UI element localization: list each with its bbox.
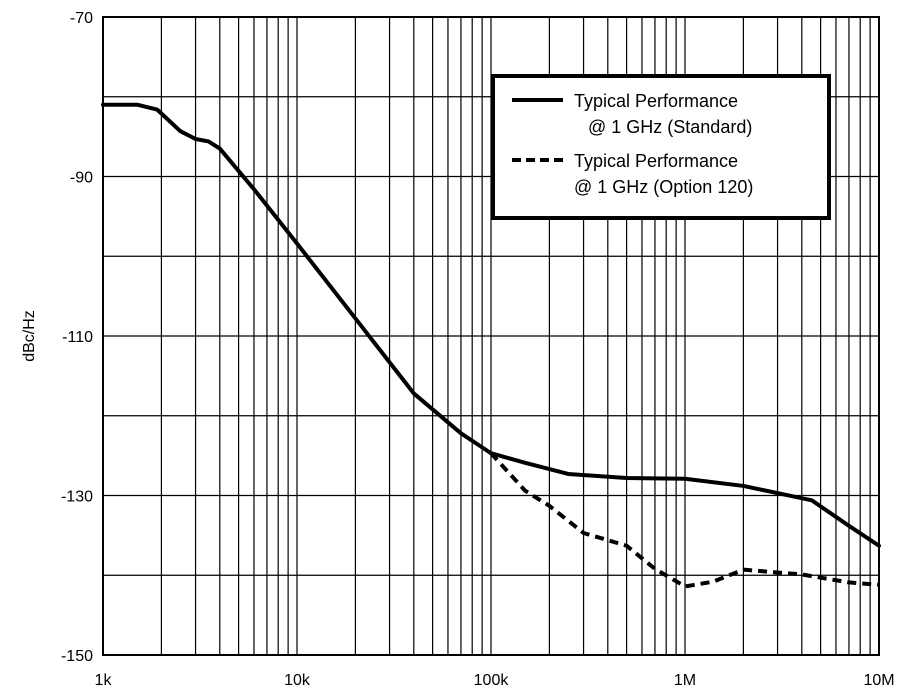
y-axis-label: dBc/Hz bbox=[21, 310, 38, 362]
legend: Typical Performance @ 1 GHz (Standard) T… bbox=[491, 74, 831, 220]
x-tick-label: 1M bbox=[674, 672, 696, 689]
grid bbox=[103, 17, 879, 655]
series-layer bbox=[101, 102, 881, 589]
series-line-option-120 bbox=[489, 451, 880, 589]
y-tick-label: -150 bbox=[61, 648, 93, 665]
legend-label-standard-line2: @ 1 GHz (Standard) bbox=[588, 117, 752, 137]
y-tick-label: -110 bbox=[62, 329, 93, 346]
y-tick-label: -70 bbox=[70, 10, 93, 27]
legend-label-option-120-line1: Typical Performance bbox=[574, 151, 738, 171]
series-line-standard bbox=[101, 102, 881, 548]
x-tick-label: 1k bbox=[95, 672, 113, 689]
plot-frame bbox=[102, 16, 880, 656]
y-tick-label: -130 bbox=[61, 489, 93, 506]
x-tick-label: 10k bbox=[284, 672, 311, 689]
tick-labels: 1k 10k 100k 1M 10M -70 -90 -110 -130 -150 bbox=[61, 10, 895, 689]
x-tick-label: 10M bbox=[863, 672, 894, 689]
legend-label-option-120-line2: @ 1 GHz (Option 120) bbox=[574, 177, 753, 197]
legend-label-standard-line1: Typical Performance bbox=[574, 91, 738, 111]
x-tick-label: 100k bbox=[474, 672, 510, 689]
y-tick-label: -90 bbox=[70, 170, 93, 187]
